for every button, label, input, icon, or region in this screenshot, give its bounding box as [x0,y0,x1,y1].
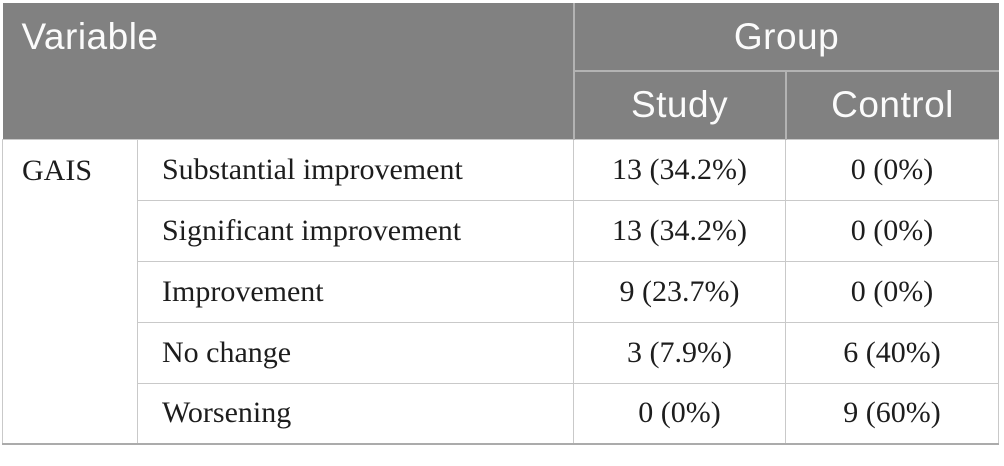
control-value-cell: 6 (40%) [785,321,1000,384]
table-row: Significant improvement 13 (34.2%) 0 (0%… [3,199,1000,262]
row-label-cell: Worsening [136,382,575,445]
study-value-cell: 13 (34.2%) [573,199,787,262]
study-value-cell: 9 (23.7%) [573,260,787,323]
group-header-cell: Group [573,3,999,72]
study-value-cell: 3 (7.9%) [573,321,787,384]
table-row: Worsening 0 (0%) 9 (60%) [3,382,1000,445]
table-row: Improvement 9 (23.7%) 0 (0%) [3,260,1000,323]
row-label-cell: Significant improvement [136,199,575,262]
table-row: No change 3 (7.9%) 6 (40%) [3,321,1000,384]
control-value-cell: 0 (0%) [785,138,1000,201]
control-value-cell: 0 (0%) [785,260,1000,323]
row-label-cell: Improvement [136,260,575,323]
row-label-cell: Substantial improvement [136,138,575,201]
gais-results-table: Variable Group Study Control GAIS Substa… [2,3,1000,445]
control-value-cell: 0 (0%) [785,199,1000,262]
variable-header-cell: Variable [2,3,575,139]
table-body: GAIS Substantial improvement 13 (34.2%) … [2,138,1000,445]
study-value-cell: 13 (34.2%) [573,138,787,201]
gais-rowspan-cell: GAIS [2,138,138,445]
table-header: Variable Group Study Control [2,3,999,139]
header-row-subgroups: Study Control [3,71,999,139]
header-row-group: Variable Group [2,3,999,139]
control-value-cell: 9 (60%) [785,382,1000,445]
study-header-cell: Study [573,71,786,139]
row-label-cell: No change [136,321,575,384]
table-row: GAIS Substantial improvement 13 (34.2%) … [2,138,1000,445]
study-value-cell: 0 (0%) [573,382,787,445]
control-header-cell: Control [784,71,999,139]
